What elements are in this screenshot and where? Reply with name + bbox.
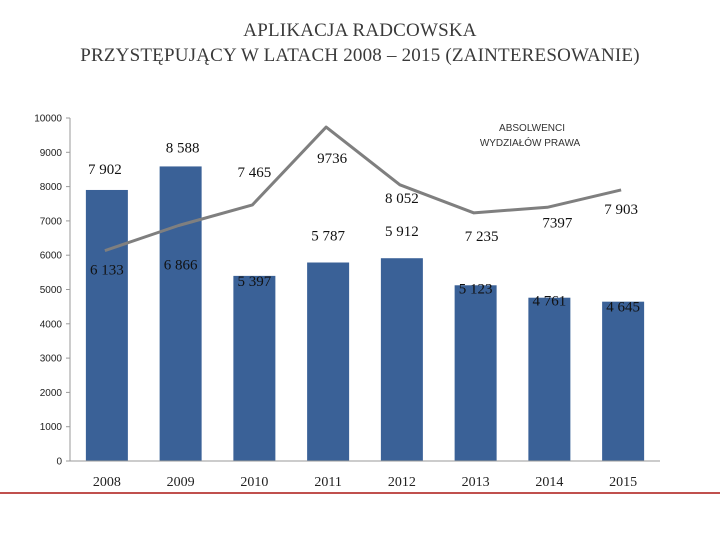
bar-value-label: 5 123 [459, 281, 493, 297]
x-tick-label: 2011 [314, 475, 341, 490]
bar-series [85, 166, 645, 462]
bar-value-label: 4 645 [606, 300, 640, 316]
x-tick-label: 2014 [535, 475, 563, 490]
y-tick-label: 7000 [40, 216, 63, 227]
bar-2014 [528, 297, 571, 461]
y-axis: 0 1000 2000 3000 4000 5000 6000 7000 8000 9000 100… [34, 114, 71, 468]
line-series [104, 125, 622, 253]
line-value-label: 7397 [542, 215, 573, 231]
bar-2011 [307, 262, 350, 461]
line-value-label: 6 133 [90, 263, 124, 279]
y-tick-label: 0 [56, 457, 62, 468]
bar-value-label: 7 902 [88, 162, 122, 178]
bar-value-label: 5 787 [311, 229, 345, 245]
x-axis: 2008 2009 2010 2011 2012 2013 2014 2015 [70, 460, 660, 490]
y-tick-label: 6000 [40, 251, 63, 262]
series-annotation-line1: ABSOLWENCI [499, 123, 565, 134]
y-tick-label: 3000 [40, 354, 63, 365]
bar-value-label: 5 912 [385, 224, 419, 240]
accent-rule [0, 492, 720, 494]
chart-title-line1: APLIKACJA RADCOWSKA [243, 20, 477, 41]
bar-2013 [454, 285, 497, 461]
x-tick-label: 2009 [167, 475, 195, 490]
x-tick-label: 2012 [388, 475, 416, 490]
bar-data-labels: 7 902 8 588 5 397 5 787 5 912 5 123 4 761 4 645 [88, 140, 640, 315]
bar-2008 [85, 189, 128, 461]
y-tick-label: 5000 [40, 285, 63, 296]
series-annotation-line2: WYDZIAŁÓW PRAWA [480, 136, 581, 149]
bar-value-label: 5 397 [238, 274, 272, 290]
line-value-label: 6 866 [164, 257, 198, 273]
line-absolwenci [104, 125, 622, 253]
x-tick-label: 2008 [93, 475, 121, 490]
y-tick-label: 8000 [40, 182, 63, 193]
bar-2015 [602, 301, 645, 461]
line-value-label: 8 052 [385, 191, 419, 207]
y-tick-label: 4000 [40, 319, 63, 330]
line-value-label: 9736 [317, 151, 348, 167]
bar-value-label: 4 761 [533, 294, 567, 310]
line-value-label: 7 235 [465, 229, 499, 245]
line-data-labels: 6 133 6 866 7 465 9736 8 052 7 235 7397 7 903 [90, 151, 638, 279]
x-tick-label: 2010 [240, 475, 268, 490]
line-value-label: 7 903 [604, 202, 638, 218]
line-value-label: 7 465 [238, 165, 272, 181]
bar-2009 [159, 166, 202, 462]
x-tick-label: 2013 [462, 475, 490, 490]
bar-2012 [380, 258, 423, 461]
y-tick-label: 9000 [40, 148, 63, 159]
x-tick-label: 2015 [609, 475, 637, 490]
y-tick-label: 10000 [34, 114, 62, 125]
chart-title-line2: PRZYSTĘPUJĄCY W LATACH 2008 – 2015 (ZAIN… [80, 45, 640, 66]
y-tick-label: 1000 [40, 422, 63, 433]
y-tick-label: 2000 [40, 388, 63, 399]
bar-2010 [233, 275, 276, 461]
bar-value-label: 8 588 [166, 140, 200, 156]
